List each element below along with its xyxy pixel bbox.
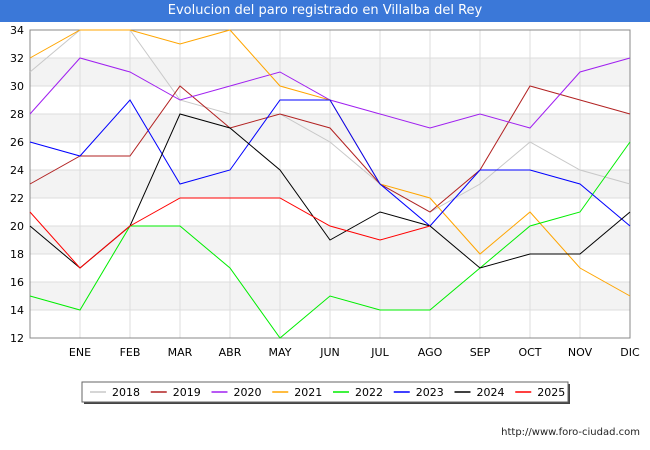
x-tick-label: ABR [219, 346, 242, 359]
x-tick-label: MAR [168, 346, 193, 359]
legend: 2018 2019 2020 2021 2022 2023 2024 2025 [81, 381, 570, 404]
y-tick-label: 20 [10, 220, 24, 233]
y-tick-label: 14 [10, 304, 24, 317]
x-tick-label: SEP [470, 346, 491, 359]
x-tick-label: ENE [69, 346, 91, 359]
y-tick-label: 18 [10, 248, 24, 261]
legend-label-2018: 2018 [112, 386, 140, 399]
y-tick-label: 12 [10, 332, 24, 345]
x-tick-label: OCT [518, 346, 541, 359]
series-line-2019 [29, 85, 631, 213]
legend-label-2022: 2022 [355, 386, 383, 399]
y-tick-label: 16 [10, 276, 24, 289]
x-tick-label: JUL [370, 346, 389, 359]
series-lines [29, 29, 631, 339]
legend-label-2020: 2020 [234, 386, 262, 399]
x-tick-label: FEB [120, 346, 141, 359]
y-tick-label: 22 [10, 192, 24, 205]
y-axis-ticks: 12 14 16 18 20 22 24 26 28 30 32 34 [10, 24, 24, 345]
x-axis-ticks: ENE FEB MAR ABR MAY JUN JUL AGO SEP OCT NOV DIC [69, 346, 640, 359]
y-tick-label: 32 [10, 52, 24, 65]
legend-box [81, 381, 569, 403]
y-tick-label: 24 [10, 164, 24, 177]
series-line-2025 [29, 197, 431, 269]
legend-label-2019: 2019 [173, 386, 201, 399]
source-url[interactable]: http://www.foro-ciudad.com [501, 427, 640, 438]
legend-label-2021: 2021 [294, 386, 322, 399]
chart-title: Evolucion del paro registrado en Villalb… [0, 0, 650, 22]
y-tick-label: 28 [10, 108, 24, 121]
x-tick-label: AGO [418, 346, 443, 359]
x-tick-label: JUN [319, 346, 340, 359]
y-tick-label: 30 [10, 80, 24, 93]
series-line-2023 [29, 99, 631, 227]
legend-label-2025: 2025 [537, 386, 565, 399]
x-tick-label: MAY [269, 346, 292, 359]
x-tick-label: DIC [620, 346, 640, 359]
legend-label-2024: 2024 [477, 386, 505, 399]
y-tick-label: 34 [10, 24, 24, 37]
x-tick-label: NOV [568, 346, 593, 359]
legend-label-2023: 2023 [416, 386, 444, 399]
y-tick-label: 26 [10, 136, 24, 149]
